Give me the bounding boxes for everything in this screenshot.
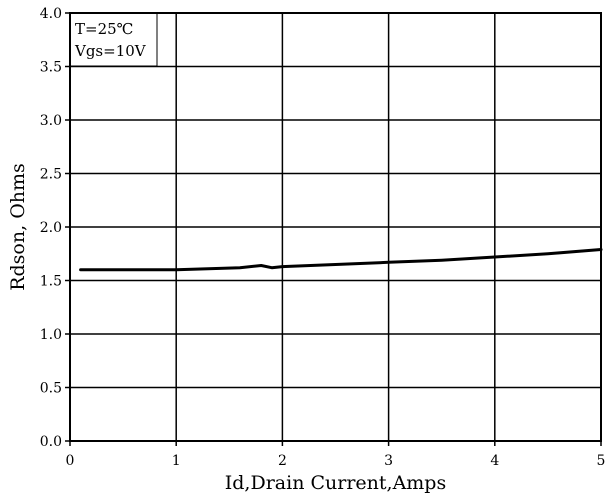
x-tick-label: 4 <box>490 453 499 469</box>
y-tick-label: 2.0 <box>40 220 62 236</box>
x-tick-label: 2 <box>278 453 287 469</box>
conditions-box: T=25℃ Vgs=10V <box>71 14 158 67</box>
y-axis-ticks: 0.0 0.5 1.0 1.5 2.0 2.5 3.0 3.5 4.0 <box>40 6 70 450</box>
series-layer <box>79 248 603 272</box>
x-tick-label: 1 <box>172 453 181 469</box>
temperature-annotation: T=25℃ <box>75 20 133 38</box>
y-tick-label: 3.0 <box>40 113 62 129</box>
y-tick-label: 1.0 <box>40 327 62 343</box>
y-tick-label: 1.5 <box>40 274 62 290</box>
x-tick-label: 5 <box>597 453 605 469</box>
x-tick-label: 3 <box>384 453 393 469</box>
gate-voltage-annotation: Vgs=10V <box>74 42 147 60</box>
x-axis-label: Id,Drain Current,Amps <box>225 472 446 494</box>
rdson-curve <box>79 248 603 272</box>
x-tick-label: 0 <box>66 453 75 469</box>
y-tick-label: 4.0 <box>40 6 62 22</box>
x-axis-ticks: 0 1 2 3 4 5 <box>66 441 605 469</box>
y-tick-label: 0.0 <box>40 434 62 450</box>
y-axis-label: Rdson, Ohms <box>7 163 29 291</box>
grid-lines <box>70 13 601 441</box>
y-tick-label: 0.5 <box>40 381 62 397</box>
y-tick-label: 3.5 <box>40 60 62 76</box>
y-tick-label: 2.5 <box>40 167 62 183</box>
conditions-box-background <box>71 14 157 66</box>
